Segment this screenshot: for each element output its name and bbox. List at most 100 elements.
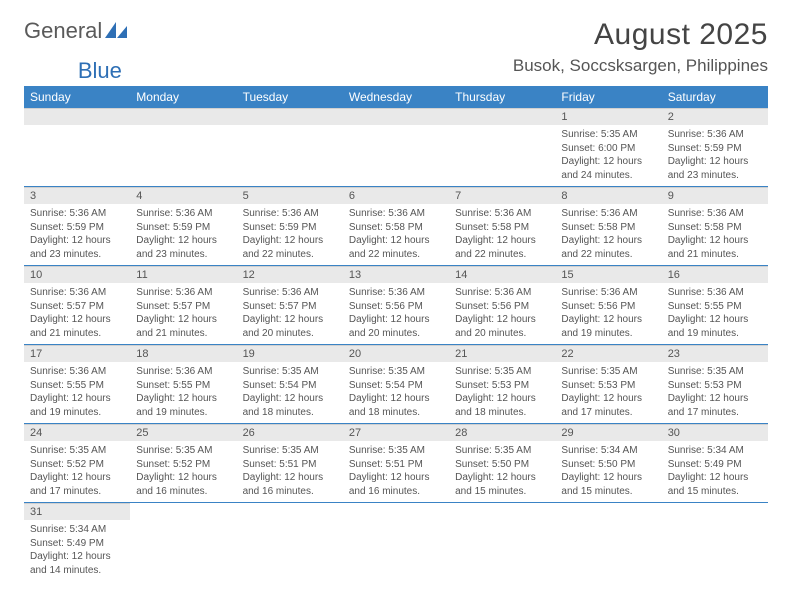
day-number: 5	[237, 187, 343, 204]
daylight-line: Daylight: 12 hours and 19 minutes.	[561, 313, 655, 340]
daylight-line: Daylight: 12 hours and 23 minutes.	[668, 155, 762, 182]
calendar-body: 1Sunrise: 5:35 AMSunset: 6:00 PMDaylight…	[24, 108, 768, 581]
day-number: 9	[662, 187, 768, 204]
calendar-day-cell: 5Sunrise: 5:36 AMSunset: 5:59 PMDaylight…	[237, 187, 343, 266]
title-block: August 2025 Busok, Soccsksargen, Philipp…	[513, 18, 768, 76]
day-number-row-empty	[24, 108, 130, 125]
calendar-day-cell: 4Sunrise: 5:36 AMSunset: 5:59 PMDaylight…	[130, 187, 236, 266]
weekday-header: Wednesday	[343, 86, 449, 108]
calendar-day-cell: 8Sunrise: 5:36 AMSunset: 5:58 PMDaylight…	[555, 187, 661, 266]
page-title: August 2025	[513, 18, 768, 52]
sunrise-line: Sunrise: 5:36 AM	[30, 207, 124, 221]
calendar-day-cell: 27Sunrise: 5:35 AMSunset: 5:51 PMDayligh…	[343, 424, 449, 503]
daylight-line: Daylight: 12 hours and 23 minutes.	[30, 234, 124, 261]
daylight-line: Daylight: 12 hours and 18 minutes.	[349, 392, 443, 419]
day-details: Sunrise: 5:36 AMSunset: 5:58 PMDaylight:…	[662, 204, 768, 265]
sunrise-line: Sunrise: 5:35 AM	[668, 365, 762, 379]
sunrise-line: Sunrise: 5:36 AM	[349, 207, 443, 221]
day-number: 7	[449, 187, 555, 204]
sunrise-line: Sunrise: 5:35 AM	[30, 444, 124, 458]
sunset-line: Sunset: 5:53 PM	[561, 379, 655, 393]
calendar-day-cell: 14Sunrise: 5:36 AMSunset: 5:56 PMDayligh…	[449, 266, 555, 345]
sunrise-line: Sunrise: 5:36 AM	[668, 207, 762, 221]
day-details: Sunrise: 5:36 AMSunset: 5:55 PMDaylight:…	[130, 362, 236, 423]
sunset-line: Sunset: 5:58 PM	[455, 221, 549, 235]
sunrise-line: Sunrise: 5:36 AM	[668, 286, 762, 300]
day-details: Sunrise: 5:35 AMSunset: 5:53 PMDaylight:…	[662, 362, 768, 423]
day-number-row-empty	[449, 108, 555, 125]
daylight-line: Daylight: 12 hours and 19 minutes.	[30, 392, 124, 419]
sunset-line: Sunset: 5:58 PM	[668, 221, 762, 235]
daylight-line: Daylight: 12 hours and 20 minutes.	[243, 313, 337, 340]
sunrise-line: Sunrise: 5:35 AM	[243, 365, 337, 379]
day-details: Sunrise: 5:36 AMSunset: 5:57 PMDaylight:…	[237, 283, 343, 344]
calendar-day-cell: 25Sunrise: 5:35 AMSunset: 5:52 PMDayligh…	[130, 424, 236, 503]
logo-text-a: General	[24, 18, 102, 44]
day-details: Sunrise: 5:34 AMSunset: 5:50 PMDaylight:…	[555, 441, 661, 502]
calendar-week-row: 10Sunrise: 5:36 AMSunset: 5:57 PMDayligh…	[24, 266, 768, 345]
calendar-day-cell: 1Sunrise: 5:35 AMSunset: 6:00 PMDaylight…	[555, 108, 661, 187]
logo: General	[24, 18, 127, 44]
day-number: 8	[555, 187, 661, 204]
day-number: 21	[449, 345, 555, 362]
day-number: 20	[343, 345, 449, 362]
sunset-line: Sunset: 5:56 PM	[455, 300, 549, 314]
calendar-day-cell	[130, 503, 236, 582]
daylight-line: Daylight: 12 hours and 15 minutes.	[561, 471, 655, 498]
daylight-line: Daylight: 12 hours and 16 minutes.	[136, 471, 230, 498]
location-subtitle: Busok, Soccsksargen, Philippines	[513, 56, 768, 76]
day-number: 22	[555, 345, 661, 362]
calendar-day-cell: 30Sunrise: 5:34 AMSunset: 5:49 PMDayligh…	[662, 424, 768, 503]
day-number: 3	[24, 187, 130, 204]
day-number: 15	[555, 266, 661, 283]
sunrise-line: Sunrise: 5:36 AM	[30, 286, 124, 300]
day-number: 27	[343, 424, 449, 441]
calendar-day-cell	[237, 503, 343, 582]
sunset-line: Sunset: 5:50 PM	[561, 458, 655, 472]
daylight-line: Daylight: 12 hours and 21 minutes.	[136, 313, 230, 340]
calendar-day-cell: 28Sunrise: 5:35 AMSunset: 5:50 PMDayligh…	[449, 424, 555, 503]
calendar-day-cell: 19Sunrise: 5:35 AMSunset: 5:54 PMDayligh…	[237, 345, 343, 424]
sunset-line: Sunset: 5:49 PM	[30, 537, 124, 551]
sunset-line: Sunset: 5:55 PM	[668, 300, 762, 314]
day-details: Sunrise: 5:36 AMSunset: 5:58 PMDaylight:…	[343, 204, 449, 265]
calendar-day-cell: 3Sunrise: 5:36 AMSunset: 5:59 PMDaylight…	[24, 187, 130, 266]
calendar-day-cell: 24Sunrise: 5:35 AMSunset: 5:52 PMDayligh…	[24, 424, 130, 503]
sunset-line: Sunset: 5:53 PM	[455, 379, 549, 393]
day-details: Sunrise: 5:36 AMSunset: 5:56 PMDaylight:…	[343, 283, 449, 344]
sunrise-line: Sunrise: 5:36 AM	[30, 365, 124, 379]
day-number: 24	[24, 424, 130, 441]
sunset-line: Sunset: 5:57 PM	[136, 300, 230, 314]
day-details: Sunrise: 5:35 AMSunset: 5:53 PMDaylight:…	[449, 362, 555, 423]
calendar-day-cell: 13Sunrise: 5:36 AMSunset: 5:56 PMDayligh…	[343, 266, 449, 345]
calendar-day-cell	[343, 503, 449, 582]
daylight-line: Daylight: 12 hours and 15 minutes.	[455, 471, 549, 498]
daylight-line: Daylight: 12 hours and 21 minutes.	[30, 313, 124, 340]
day-details: Sunrise: 5:35 AMSunset: 5:51 PMDaylight:…	[237, 441, 343, 502]
day-details: Sunrise: 5:34 AMSunset: 5:49 PMDaylight:…	[24, 520, 130, 581]
sunrise-line: Sunrise: 5:36 AM	[243, 286, 337, 300]
sunrise-line: Sunrise: 5:36 AM	[455, 207, 549, 221]
day-details: Sunrise: 5:36 AMSunset: 5:59 PMDaylight:…	[130, 204, 236, 265]
day-details: Sunrise: 5:34 AMSunset: 5:49 PMDaylight:…	[662, 441, 768, 502]
day-number: 1	[555, 108, 661, 125]
calendar-day-cell: 22Sunrise: 5:35 AMSunset: 5:53 PMDayligh…	[555, 345, 661, 424]
day-details: Sunrise: 5:35 AMSunset: 5:54 PMDaylight:…	[343, 362, 449, 423]
sunset-line: Sunset: 5:57 PM	[30, 300, 124, 314]
calendar-week-row: 3Sunrise: 5:36 AMSunset: 5:59 PMDaylight…	[24, 187, 768, 266]
calendar-day-cell	[237, 108, 343, 187]
calendar-day-cell: 2Sunrise: 5:36 AMSunset: 5:59 PMDaylight…	[662, 108, 768, 187]
day-number: 10	[24, 266, 130, 283]
daylight-line: Daylight: 12 hours and 19 minutes.	[668, 313, 762, 340]
calendar-day-cell: 18Sunrise: 5:36 AMSunset: 5:55 PMDayligh…	[130, 345, 236, 424]
day-details: Sunrise: 5:35 AMSunset: 5:54 PMDaylight:…	[237, 362, 343, 423]
sunrise-line: Sunrise: 5:34 AM	[30, 523, 124, 537]
sunset-line: Sunset: 5:53 PM	[668, 379, 762, 393]
calendar-day-cell: 17Sunrise: 5:36 AMSunset: 5:55 PMDayligh…	[24, 345, 130, 424]
daylight-line: Daylight: 12 hours and 16 minutes.	[349, 471, 443, 498]
sunset-line: Sunset: 5:58 PM	[349, 221, 443, 235]
sunrise-line: Sunrise: 5:35 AM	[349, 444, 443, 458]
day-details: Sunrise: 5:35 AMSunset: 5:52 PMDaylight:…	[24, 441, 130, 502]
day-number-row-empty	[343, 108, 449, 125]
calendar-day-cell: 16Sunrise: 5:36 AMSunset: 5:55 PMDayligh…	[662, 266, 768, 345]
